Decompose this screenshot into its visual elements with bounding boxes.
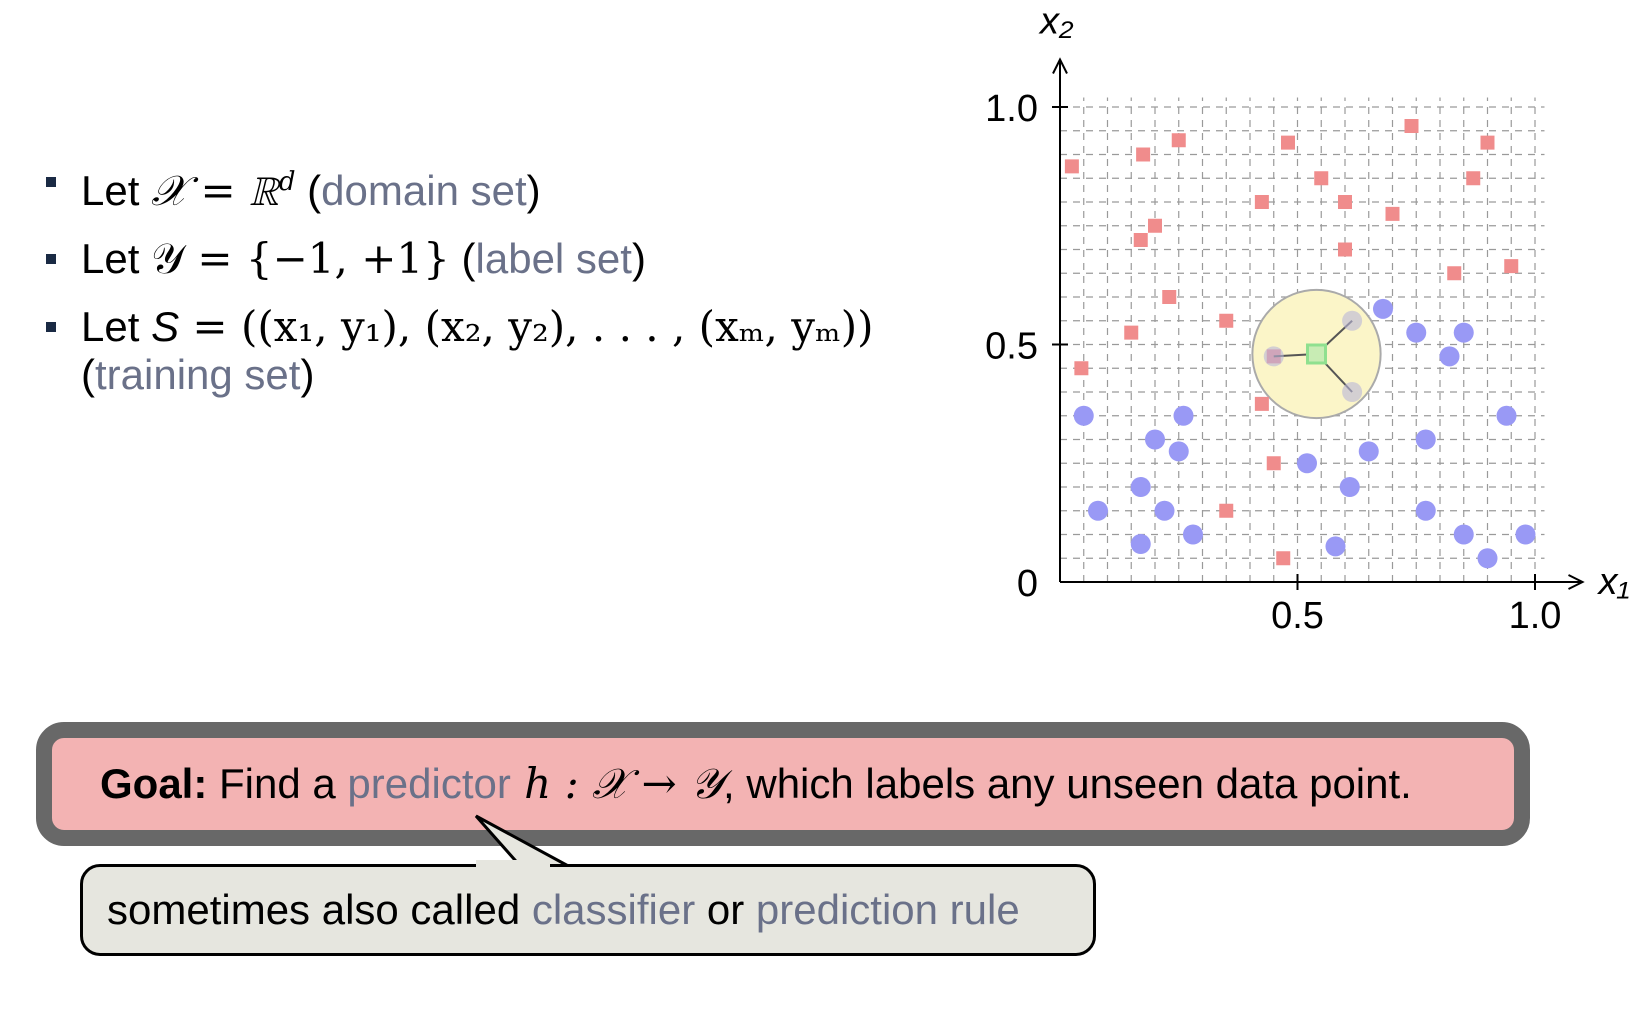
training-math: = ((x₁, y₁), (x₂, y₂), . . . , (xₘ, yₘ)) xyxy=(179,302,874,351)
positive-class-point xyxy=(1173,405,1194,426)
y-tick-label: 0 xyxy=(1017,563,1038,605)
neighbor-highlight xyxy=(1342,310,1363,331)
positive-class-point xyxy=(1373,298,1393,319)
paren-open: ( xyxy=(81,351,95,398)
positive-class-point xyxy=(1477,548,1498,569)
paren-close: ) xyxy=(300,351,315,398)
negative-class-point xyxy=(1404,119,1419,133)
negative-class-point xyxy=(1480,135,1495,150)
let-text: Let xyxy=(81,235,152,282)
positive-class-point xyxy=(1073,405,1094,426)
positive-class-point xyxy=(1325,536,1346,557)
negative-class-point xyxy=(1124,325,1139,340)
negative-class-point xyxy=(1385,206,1400,221)
positive-class-point xyxy=(1130,477,1151,497)
paren-open: ( xyxy=(295,167,322,214)
callout-seam xyxy=(476,860,550,870)
negative-class-point xyxy=(1338,195,1352,209)
training-symbol: S xyxy=(151,303,180,350)
predictor-math: h : 𝒳 → 𝒴 xyxy=(510,759,724,808)
positive-class-point xyxy=(1453,322,1474,343)
y-tick-label: 0.5 xyxy=(985,326,1038,368)
goal-label: Goal: xyxy=(100,760,208,807)
positive-class-point xyxy=(1358,441,1379,462)
predictor-term: predictor xyxy=(347,760,511,807)
y-tick-label: 1.0 xyxy=(985,88,1038,130)
positive-class-point xyxy=(1496,405,1517,426)
negative-class-point xyxy=(1171,133,1186,148)
paren-close: ) xyxy=(526,167,541,214)
goal-text: Goal: Find a predictor h : 𝒳 → 𝒴, which … xyxy=(100,760,1412,808)
label-set-term: label set xyxy=(475,235,632,282)
negative-class-point xyxy=(1254,396,1269,411)
paren-close: ) xyxy=(631,235,646,282)
scatter-plot: 0.5 1.0 0 0.5 1.0 x₁ x₂ xyxy=(985,1,1630,638)
x-axis-arrow xyxy=(1568,574,1585,590)
positive-class-point xyxy=(1088,500,1108,521)
negative-class-point xyxy=(1276,551,1291,566)
callout-text: sometimes also called classifier or pred… xyxy=(107,885,1020,935)
goal-text-part: , which labels any unseen data point. xyxy=(723,760,1412,807)
positive-class-point xyxy=(1130,534,1151,554)
positive-class-point xyxy=(1339,477,1360,497)
positive-class-point xyxy=(1453,524,1474,545)
query-point xyxy=(1306,343,1327,365)
goal-text-part: Find a xyxy=(207,760,348,807)
callout-box: sometimes also called classifier or pred… xyxy=(80,864,1096,956)
x-tick-label: 1.0 xyxy=(1509,595,1562,637)
positive-class-point xyxy=(1145,429,1165,450)
domain-set-term: domain set xyxy=(321,167,527,214)
negative-class-point xyxy=(1266,456,1281,471)
label-set-item: Let 𝒴 = {−1, +1} (label set) xyxy=(44,235,904,283)
negative-class-point xyxy=(1136,147,1151,162)
negative-class-point xyxy=(1466,171,1481,186)
training-set-term: training set xyxy=(95,351,301,398)
definition-list: Let 𝒳 = ℝd (domain set) Let 𝒴 = {−1, +1}… xyxy=(44,158,904,419)
negative-class-point xyxy=(1338,242,1352,257)
y-axis-arrow xyxy=(1052,57,1068,74)
negative-class-point xyxy=(1504,259,1519,274)
positive-class-point xyxy=(1297,453,1317,474)
positive-class-point xyxy=(1168,441,1189,462)
negative-class-point xyxy=(1064,159,1079,174)
positive-class-point xyxy=(1415,500,1436,521)
negative-class-point xyxy=(1314,171,1329,186)
classifier-term: classifier xyxy=(531,886,696,933)
positive-class-point xyxy=(1406,322,1427,343)
domain-math: 𝒳 = ℝ xyxy=(151,166,279,215)
goal-box: Goal: Find a predictor h : 𝒳 → 𝒴, which … xyxy=(36,722,1530,846)
prediction-rule-term: prediction rule xyxy=(755,886,1020,933)
negative-class-point xyxy=(1074,361,1089,376)
label-math: 𝒴 = {−1, +1} xyxy=(151,234,450,283)
callout-text-part: sometimes also called xyxy=(107,886,532,933)
negative-class-point xyxy=(1162,290,1177,304)
negative-class-point xyxy=(1281,135,1295,150)
negative-class-point xyxy=(1148,218,1162,233)
negative-class-point xyxy=(1254,195,1269,209)
let-text: Let xyxy=(81,167,152,214)
x-tick-label: 0.5 xyxy=(1271,595,1324,637)
paren-open: ( xyxy=(449,235,476,282)
positive-class-point xyxy=(1515,524,1536,545)
neighbor-highlight xyxy=(1342,382,1363,402)
y-axis-label: x₂ xyxy=(1038,1,1074,43)
let-text: Let xyxy=(81,303,152,350)
negative-class-point xyxy=(1133,233,1148,247)
positive-class-point xyxy=(1439,346,1460,367)
neighbor-highlight xyxy=(1263,346,1284,367)
training-set-item: Let S = ((x₁, y₁), (x₂, y₂), . . . , (xₘ… xyxy=(44,303,904,399)
negative-class-point xyxy=(1219,313,1234,328)
positive-class-point xyxy=(1415,429,1436,450)
domain-set-item: Let 𝒳 = ℝd (domain set) xyxy=(44,158,904,215)
callout-text-part: or xyxy=(695,886,756,933)
domain-exponent: d xyxy=(278,167,296,197)
positive-class-point xyxy=(1183,524,1203,545)
x-axis-label: x₁ xyxy=(1597,561,1630,603)
positive-class-point xyxy=(1154,500,1175,521)
negative-class-point xyxy=(1219,503,1234,518)
negative-class-point xyxy=(1447,266,1462,281)
